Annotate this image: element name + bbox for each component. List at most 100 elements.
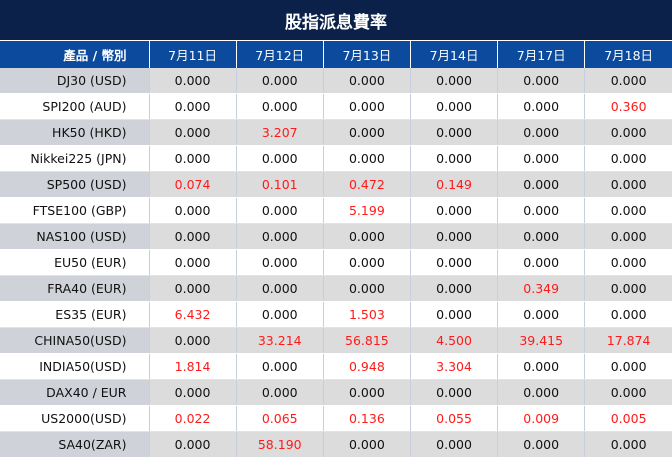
header-date: 7月18日: [584, 40, 672, 68]
product-cell: NAS100 (USD): [0, 223, 149, 250]
rate-cell: 3.207: [235, 119, 324, 146]
rate-cell: 0.000: [584, 249, 672, 276]
rate-cell: 0.000: [148, 93, 237, 120]
product-cell: EU50 (EUR): [0, 249, 149, 276]
header-date: 7月17日: [497, 40, 585, 68]
table-row: US2000(USD) 0.022 0.065 0.136 0.055 0.009 0.00…: [0, 405, 672, 432]
header-product: 產品 / 幣別: [0, 40, 149, 68]
rate-cell: 0.000: [235, 249, 324, 276]
rate-cell: 0.000: [322, 223, 411, 250]
rate-cell: 0.000: [497, 223, 585, 250]
rate-cell: 0.149: [409, 171, 498, 198]
rate-cell: 0.000: [584, 275, 672, 302]
rate-cell: 0.000: [148, 327, 237, 354]
rate-cell: 0.009: [497, 405, 585, 432]
table-row: SA40(ZAR) 0.000 58.190 0.000 0.000 0.000 0.000: [0, 431, 672, 458]
rate-cell: 0.000: [148, 431, 237, 458]
header-date: 7月14日: [409, 40, 498, 68]
rate-cell: 0.000: [497, 93, 585, 120]
product-cell: CHINA50(USD): [0, 327, 149, 354]
rate-cell: 17.874: [584, 327, 672, 354]
rate-cell: 39.415: [497, 327, 585, 354]
table-title: 股指派息費率: [0, 0, 672, 40]
table-row: DJ30 (USD) 0.000 0.000 0.000 0.000 0.000 0.000: [0, 68, 672, 94]
rate-cell: 0.000: [235, 223, 324, 250]
product-cell: FTSE100 (GBP): [0, 197, 149, 224]
dividend-table: 產品 / 幣別 7月11日 7月12日 7月13日 7月14日 7月17日 7月…: [0, 40, 672, 458]
rate-cell: 0.000: [584, 379, 672, 406]
rate-cell: 0.472: [322, 171, 411, 198]
rate-cell: 0.000: [235, 275, 324, 302]
rate-cell: 0.000: [409, 119, 498, 146]
table-row: EU50 (EUR) 0.000 0.000 0.000 0.000 0.000 0.000: [0, 249, 672, 276]
table-row: SPI200 (AUD) 0.000 0.000 0.000 0.000 0.000 0.3…: [0, 93, 672, 120]
rate-cell: 0.000: [497, 197, 585, 224]
product-cell: US2000(USD): [0, 405, 149, 432]
rate-cell: 0.349: [497, 275, 585, 302]
rate-cell: 0.000: [409, 197, 498, 224]
rate-cell: 0.000: [409, 379, 498, 406]
table-row: FTSE100 (GBP) 0.000 0.000 5.199 0.000 0.000 0.…: [0, 197, 672, 224]
rate-cell: 0.000: [235, 68, 324, 94]
table-row: FRA40 (EUR) 0.000 0.000 0.000 0.000 0.349 0.00…: [0, 275, 672, 302]
rate-cell: 0.005: [584, 405, 672, 432]
rate-cell: 0.000: [409, 223, 498, 250]
rate-cell: 0.065: [235, 405, 324, 432]
table-row: NAS100 (USD) 0.000 0.000 0.000 0.000 0.000 0.0…: [0, 223, 672, 250]
rate-cell: 0.000: [497, 379, 585, 406]
rate-cell: 0.000: [148, 145, 237, 172]
rate-cell: 0.000: [584, 68, 672, 94]
rate-cell: 0.000: [584, 171, 672, 198]
header-date: 7月12日: [235, 40, 324, 68]
product-cell: SP500 (USD): [0, 171, 149, 198]
product-cell: HK50 (HKD): [0, 119, 149, 146]
rate-cell: 1.503: [322, 301, 411, 328]
table-row: DAX40 / EUR 0.000 0.000 0.000 0.000 0.000 0.00…: [0, 379, 672, 406]
rate-cell: 0.000: [322, 93, 411, 120]
rate-cell: 0.000: [409, 93, 498, 120]
rate-cell: 0.000: [409, 249, 498, 276]
rate-cell: 0.000: [322, 275, 411, 302]
rate-cell: 0.000: [497, 119, 585, 146]
rate-cell: 0.000: [235, 197, 324, 224]
table-row: INDIA50(USD) 1.814 0.000 0.948 3.304 0.000 0.0…: [0, 353, 672, 380]
rate-cell: 0.000: [584, 197, 672, 224]
rate-cell: 0.000: [322, 68, 411, 94]
rate-cell: 33.214: [235, 327, 324, 354]
rate-cell: 0.000: [497, 431, 585, 458]
rate-cell: 6.432: [148, 301, 237, 328]
table-row: Nikkei225 (JPN) 0.000 0.000 0.000 0.000 0.000…: [0, 145, 672, 172]
rate-cell: 0.136: [322, 405, 411, 432]
rate-cell: 0.000: [322, 249, 411, 276]
rate-cell: 0.000: [322, 379, 411, 406]
table-row: ES35 (EUR) 6.432 0.000 1.503 0.000 0.000 0.000: [0, 301, 672, 328]
rate-cell: 4.500: [409, 327, 498, 354]
rate-cell: 0.000: [148, 249, 237, 276]
rate-cell: 0.000: [584, 431, 672, 458]
rate-cell: 5.199: [322, 197, 411, 224]
rate-cell: 0.000: [497, 145, 585, 172]
table-row: SP500 (USD) 0.074 0.101 0.472 0.149 0.000 0.00…: [0, 171, 672, 198]
rate-cell: 3.304: [409, 353, 498, 380]
product-cell: ES35 (EUR): [0, 301, 149, 328]
rate-cell: 0.000: [235, 93, 324, 120]
header-row: 產品 / 幣別 7月11日 7月12日 7月13日 7月14日 7月17日 7月…: [0, 40, 672, 68]
product-cell: SPI200 (AUD): [0, 93, 149, 120]
table-row: HK50 (HKD) 0.000 3.207 0.000 0.000 0.000 0.000: [0, 119, 672, 146]
rate-cell: 0.000: [584, 301, 672, 328]
product-cell: DAX40 / EUR: [0, 379, 149, 406]
rate-cell: 0.022: [148, 405, 237, 432]
rate-cell: 0.000: [322, 145, 411, 172]
product-cell: SA40(ZAR): [0, 431, 149, 458]
rate-cell: 0.055: [409, 405, 498, 432]
rate-cell: 0.000: [148, 275, 237, 302]
rate-cell: 0.000: [409, 275, 498, 302]
rate-cell: 0.000: [584, 223, 672, 250]
rate-cell: 0.000: [409, 301, 498, 328]
rate-cell: 0.000: [497, 353, 585, 380]
rate-cell: 0.000: [235, 353, 324, 380]
header-date: 7月13日: [322, 40, 411, 68]
rate-cell: 0.000: [584, 145, 672, 172]
rate-cell: 0.074: [148, 171, 237, 198]
table-row: CHINA50(USD) 0.000 33.214 56.815 4.500 39.415…: [0, 327, 672, 354]
